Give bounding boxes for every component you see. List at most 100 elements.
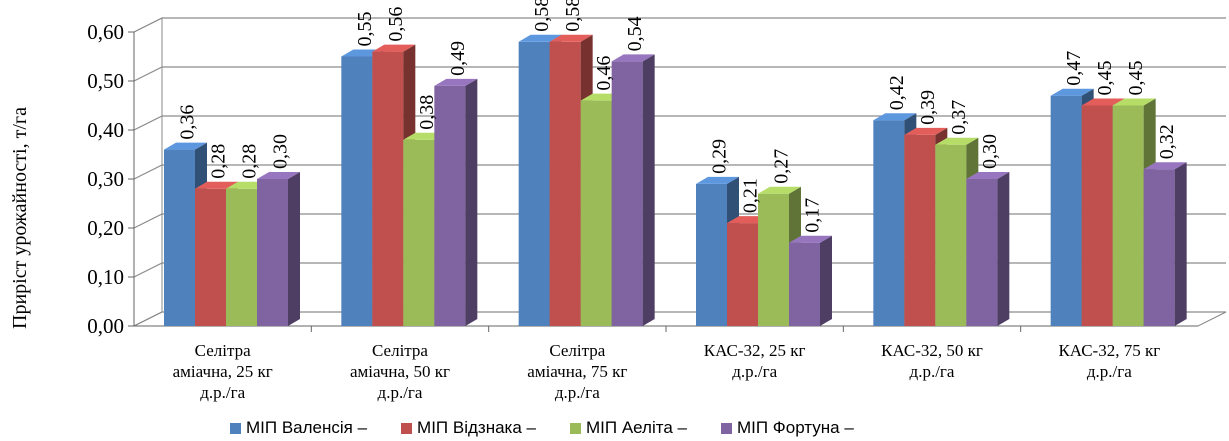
data-label: 0,46 <box>593 56 615 91</box>
bar-front <box>341 56 373 326</box>
bar-front <box>164 149 195 326</box>
x-tick-label: КАС-32, 50 кг д.р./га <box>881 341 983 381</box>
data-label: 0,30 <box>270 134 292 169</box>
bar <box>611 54 655 327</box>
bar-front <box>1112 105 1144 326</box>
data-label: 0,42 <box>886 75 908 110</box>
data-label: 0,32 <box>1156 124 1178 159</box>
legend: МІП Валенсія – МІП Відзнака – МІП Аеліта –… <box>230 418 854 438</box>
bar-top <box>789 235 832 243</box>
bar-side <box>642 54 655 327</box>
bar-front <box>549 41 581 327</box>
data-label: 0,47 <box>1063 51 1085 86</box>
bar-side <box>820 235 832 326</box>
bar-front <box>257 179 288 326</box>
gridline <box>133 262 1226 278</box>
legend-label: МІП Валенсія – <box>246 418 368 437</box>
bar-top <box>1143 162 1187 170</box>
bar-top <box>1081 98 1125 106</box>
x-tick-label: Селітра аміачна, 50 кг д.р./га <box>350 341 450 402</box>
y-tick-label: 0,60 <box>87 20 124 44</box>
y-tick-label: 0,10 <box>87 265 124 289</box>
bar-front <box>789 242 820 326</box>
bar-front <box>696 183 727 326</box>
x-axis-ticks: Селітра аміачна, 25 кг д.р./га Селітра аміач… <box>173 326 1160 402</box>
bar <box>966 172 1010 326</box>
y-tick-label: 0,30 <box>87 167 124 191</box>
bar-side <box>465 78 478 327</box>
legend-item: МІП Аеліта – <box>570 418 687 438</box>
data-label: 0,54 <box>624 16 646 51</box>
legend-swatch <box>570 422 581 434</box>
bar-front <box>966 179 998 326</box>
bar-front <box>611 61 643 327</box>
data-label: 0,17 <box>802 198 824 233</box>
y-tick-label: 0,40 <box>87 118 124 142</box>
bar-top <box>904 127 948 135</box>
bar-front <box>904 134 936 326</box>
gridline <box>133 66 1226 82</box>
legend-swatch <box>230 422 241 434</box>
y-tick-label: 0,00 <box>87 314 124 338</box>
bar-front <box>935 144 967 326</box>
bar-top <box>518 34 562 42</box>
x-tick-label: КАС-32, 75 кг д.р./га <box>1058 341 1160 381</box>
data-label: 0,38 <box>416 95 438 130</box>
bar-top <box>696 176 739 184</box>
data-label: 0,56 <box>385 7 407 42</box>
data-label: 0,49 <box>447 41 469 76</box>
bar-front <box>580 100 612 326</box>
bar-front <box>1050 95 1082 326</box>
bar-side <box>997 172 1010 326</box>
y-tick-label: 0,50 <box>87 69 124 93</box>
data-label: 0,37 <box>948 100 970 135</box>
bar-top <box>758 186 801 194</box>
legend-swatch <box>401 422 413 434</box>
legend-item: МІП Валенсія – <box>230 418 367 438</box>
bar-front <box>1143 169 1175 326</box>
bar-top <box>1112 98 1156 106</box>
legend-swatch <box>720 422 732 434</box>
data-label: 0,45 <box>1094 61 1116 96</box>
data-label: 0,58 <box>562 0 584 32</box>
data-label: 0,28 <box>208 144 230 179</box>
bar-front <box>403 139 435 326</box>
legend-label: МІП Відзнака – <box>417 418 536 437</box>
bar-top <box>873 113 917 121</box>
bar-front <box>518 41 550 327</box>
gridline <box>133 213 1226 229</box>
bar-front <box>195 188 226 326</box>
bar-top <box>935 137 979 145</box>
y-tick-label: 0,20 <box>87 216 124 240</box>
bars <box>164 34 1187 327</box>
bar-front <box>758 193 789 326</box>
y-axis-ticks: 0,00 0,10 0,20 0,30 0,40 0,50 0,60 <box>87 20 124 338</box>
bar <box>257 172 300 326</box>
data-label: 0,36 <box>177 105 199 140</box>
bar <box>434 78 478 327</box>
x-tick-label: Селітра аміачна, 75 кг д.р./га <box>527 341 627 402</box>
data-label: 0,58 <box>531 0 553 32</box>
x-tick-label: Селітра аміачна, 25 кг д.р./га <box>173 341 273 402</box>
x-tick-label: КАС-32, 25 кг д.р./га <box>704 341 806 381</box>
legend-label: МІП Фортуна – <box>736 418 854 437</box>
bar-top <box>372 44 416 52</box>
bar <box>1143 162 1187 326</box>
gridline <box>133 115 1226 131</box>
legend-item: МІП Відзнака – <box>401 418 536 438</box>
legend-item: МІП Фортуна – <box>720 418 854 438</box>
bar-front <box>226 188 257 326</box>
data-labels: 0,36 0,28 0,28 0,30 0,55 0,56 0,38 0,49 0,58 0,58… <box>177 0 1179 233</box>
gridline <box>133 311 1226 327</box>
bar-top <box>195 181 238 189</box>
bar-front <box>1081 105 1113 326</box>
bar-front <box>873 120 905 326</box>
data-label: 0,55 <box>354 12 376 47</box>
gridlines <box>128 17 1226 327</box>
data-label: 0,45 <box>1125 61 1147 96</box>
data-label: 0,21 <box>740 178 762 213</box>
bar-side <box>288 172 300 326</box>
bar-top <box>611 54 655 62</box>
gridline <box>133 164 1226 180</box>
